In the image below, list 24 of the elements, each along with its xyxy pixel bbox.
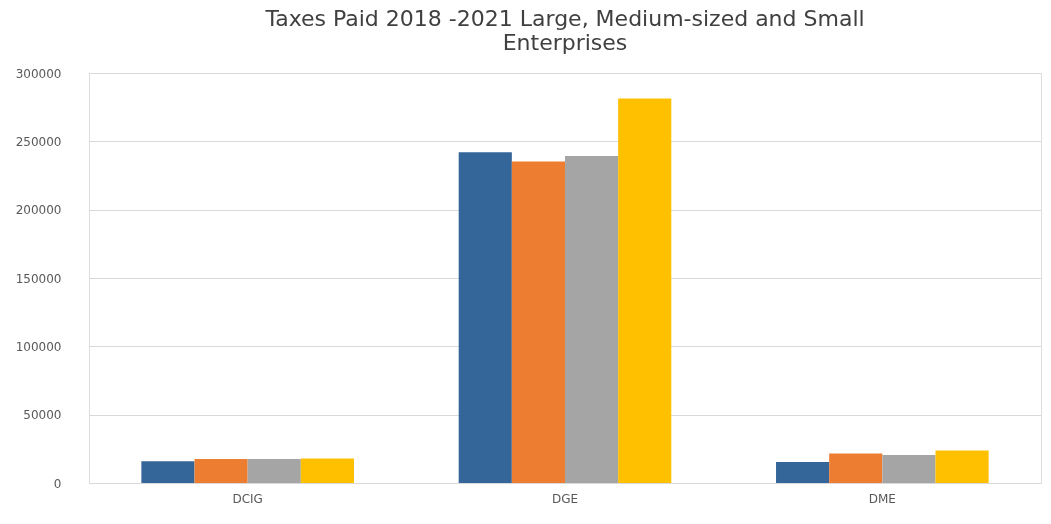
- y-tick-label: 150000: [15, 271, 62, 286]
- text: Enterprises: [502, 30, 628, 55]
- bar: [511, 161, 565, 483]
- bar: [882, 455, 936, 483]
- bar: [247, 458, 301, 483]
- y-tick-label: 0: [53, 476, 62, 491]
- y-tick-label: 50000: [23, 408, 62, 423]
- y-tick-label: 250000: [15, 134, 62, 149]
- bar: [565, 155, 619, 483]
- x-tick-label: DME: [868, 491, 896, 506]
- y-tick-label: 200000: [15, 203, 62, 218]
- text: Taxes Paid 2018 -2021 Large, Medium-sized and Small: [265, 6, 865, 31]
- y-tick-label: 300000: [15, 66, 62, 81]
- bar: [141, 461, 195, 483]
- bar: [618, 98, 672, 483]
- x-tick-label: DGE: [551, 491, 579, 506]
- x-tick-label: DCIG: [232, 491, 263, 506]
- bar: [194, 458, 248, 483]
- bar: [935, 450, 989, 483]
- bar: [829, 453, 883, 483]
- bar: [300, 458, 354, 483]
- y-tick-label: 100000: [15, 339, 62, 354]
- bar: [458, 152, 512, 483]
- bar: [776, 462, 830, 483]
